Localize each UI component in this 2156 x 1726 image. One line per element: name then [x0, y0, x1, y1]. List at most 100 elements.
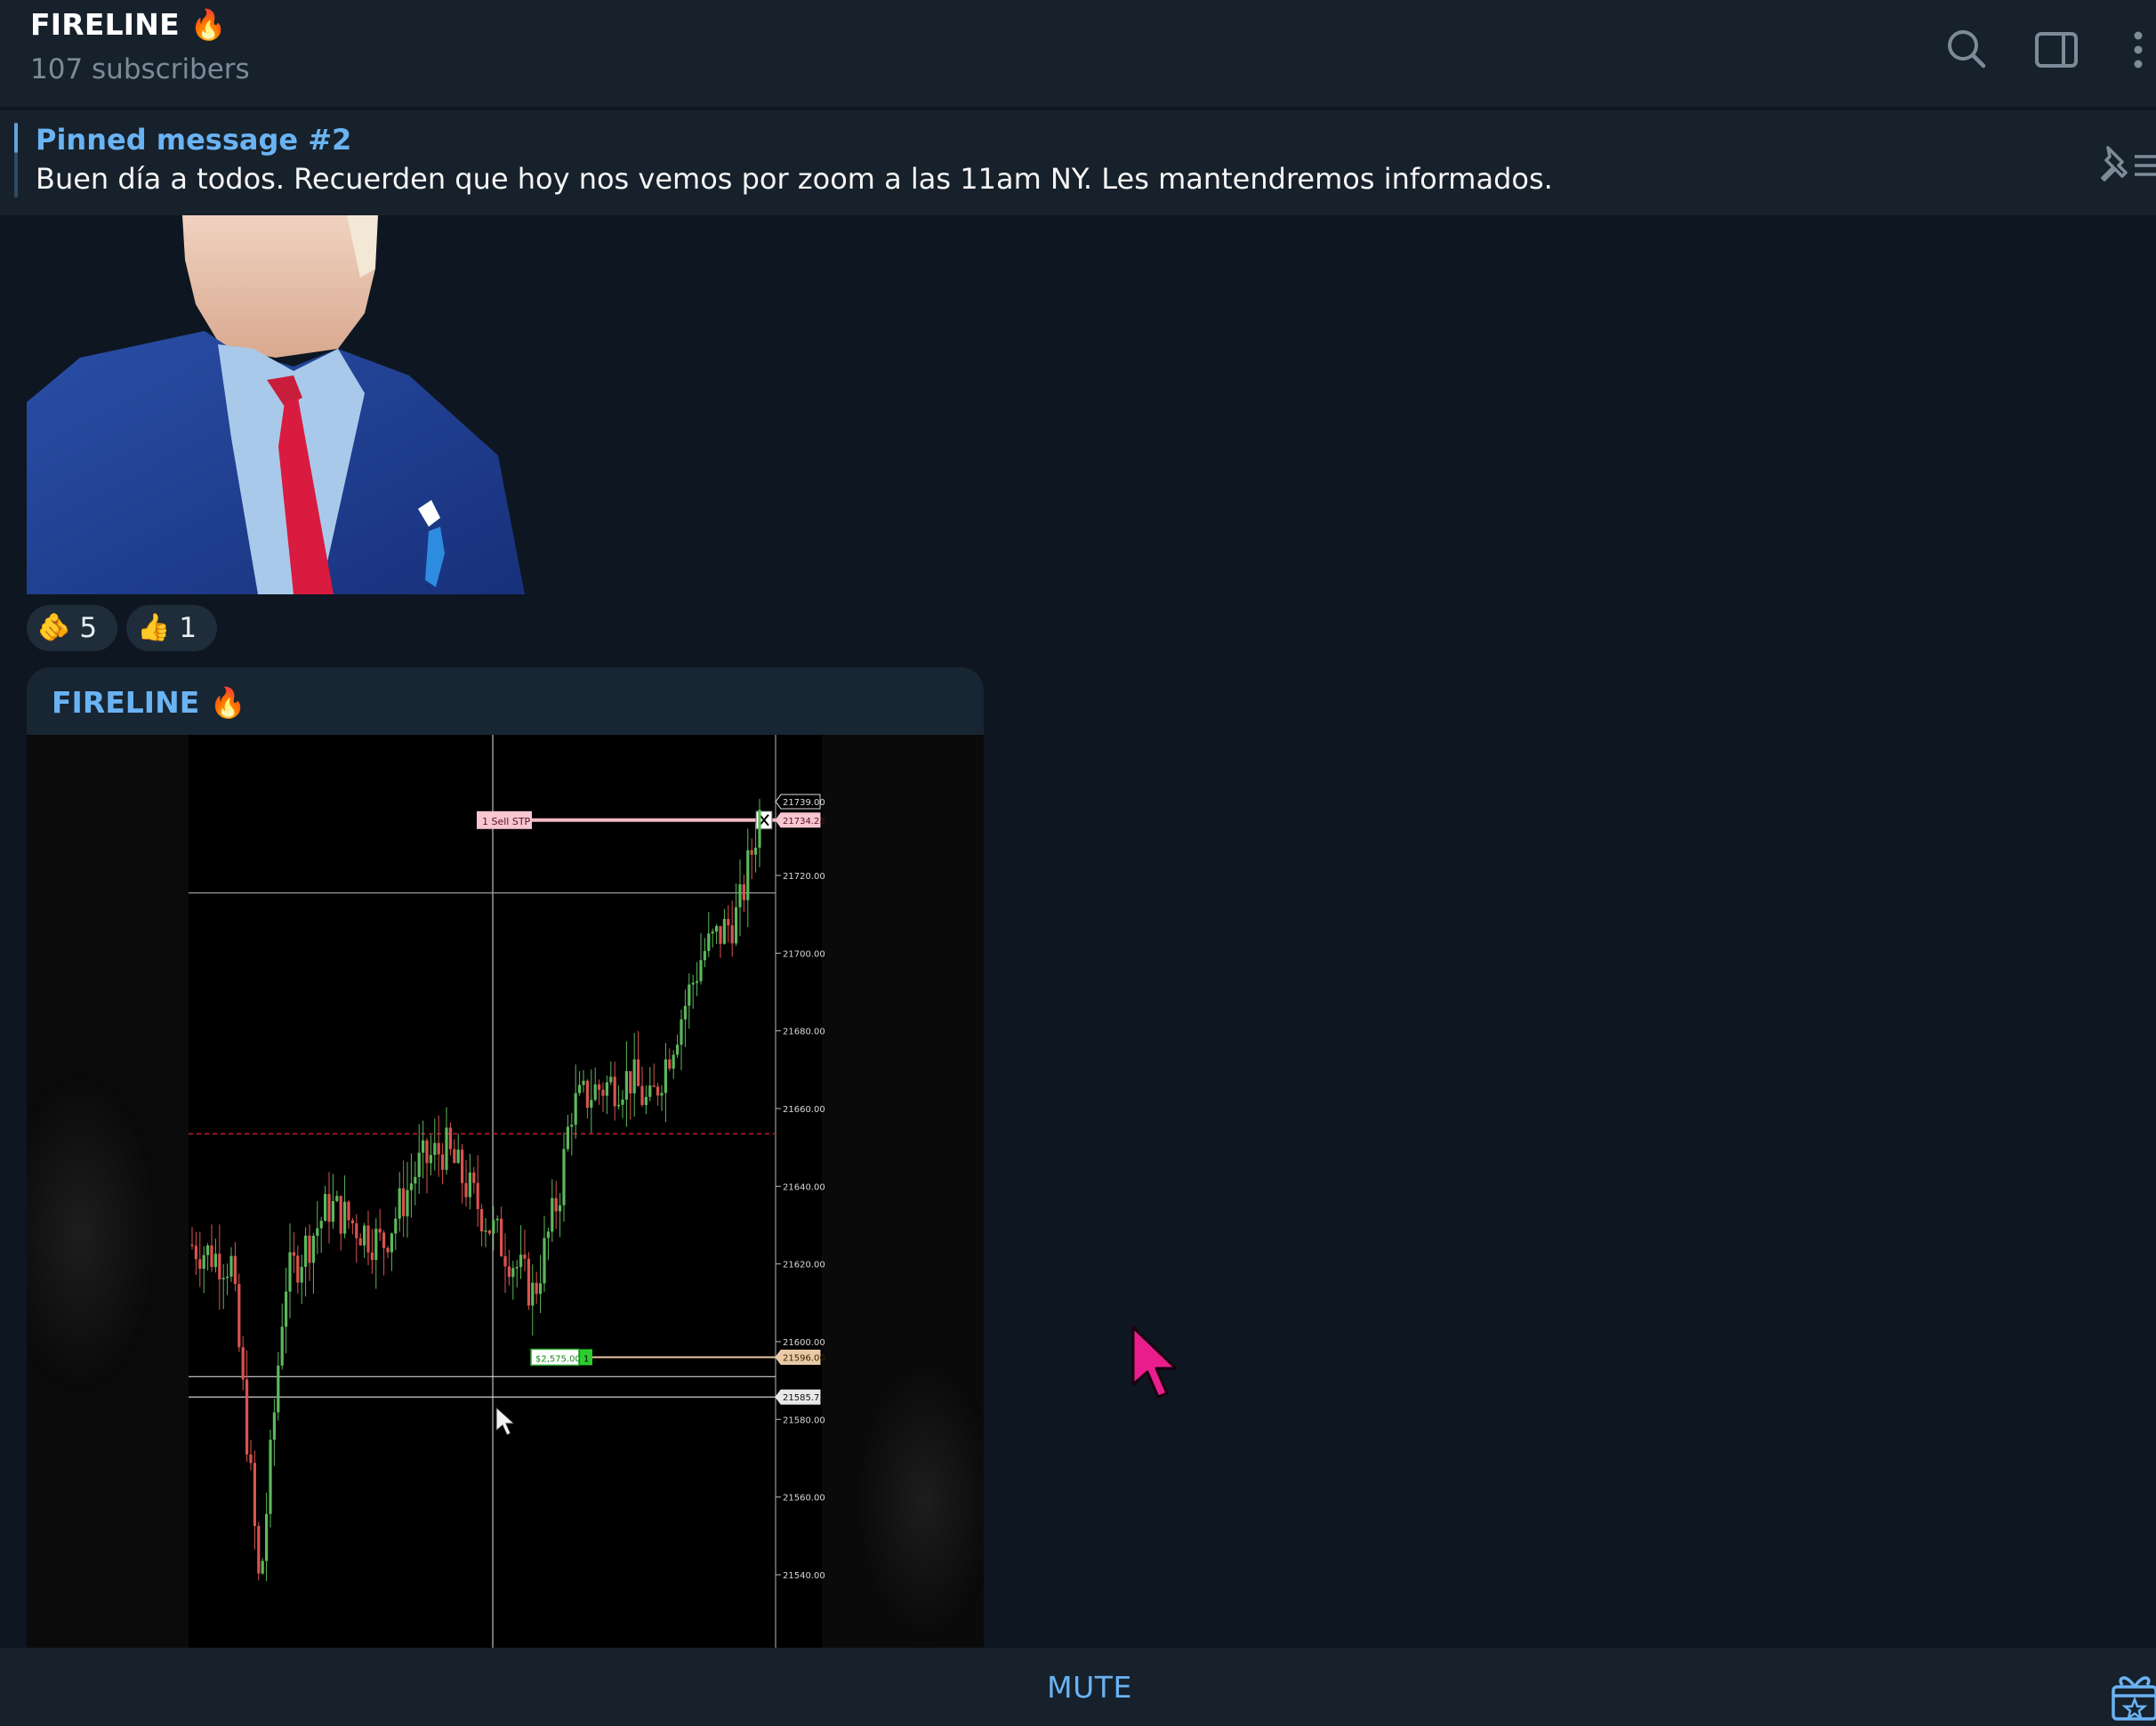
price-label-0: 21739.00 — [783, 798, 825, 808]
candle-body — [374, 1229, 378, 1261]
candle-body — [417, 1152, 421, 1177]
candle-body — [582, 1080, 585, 1085]
chat-header[interactable]: FIRELINE 🔥 107 subscribers — [0, 0, 2156, 109]
candle-body — [237, 1284, 241, 1348]
candle-body — [562, 1149, 566, 1206]
candle-body — [527, 1258, 530, 1306]
candle-body — [390, 1233, 393, 1253]
candle-body — [249, 1454, 253, 1464]
candle-body — [394, 1218, 398, 1234]
candle-body — [605, 1082, 608, 1096]
candle-body — [750, 850, 753, 855]
message-list[interactable]: 🫵 5 👍 1 FIRELINE 🔥 — [0, 215, 2156, 1648]
candle-body — [265, 1513, 269, 1561]
candle-body — [660, 1093, 664, 1096]
candle-body — [331, 1200, 334, 1222]
price-label-13: 21540.00 — [783, 1571, 825, 1581]
price-label-5: 21660.00 — [783, 1105, 825, 1115]
reaction-thumbs-up[interactable]: 👍 1 — [126, 605, 217, 651]
candle-body — [445, 1127, 448, 1170]
candle-body — [688, 984, 691, 1006]
mute-button[interactable]: MUTE — [1047, 1669, 1132, 1705]
candle-body — [433, 1142, 437, 1156]
candle-body — [500, 1218, 503, 1256]
channel-title[interactable]: FIRELINE 🔥 — [30, 7, 227, 42]
more-vertical-icon[interactable] — [2106, 21, 2156, 78]
candle-body — [730, 925, 734, 944]
candle-body — [543, 1238, 546, 1284]
candle-body — [711, 932, 714, 934]
candle-body — [495, 1218, 499, 1221]
video-thumbnail[interactable] — [27, 215, 525, 594]
price-label-1: 21734.25 — [783, 817, 825, 827]
candle-body — [609, 1077, 613, 1083]
candle-body — [288, 1252, 292, 1292]
candle-body — [574, 1093, 577, 1125]
reaction-count: 1 — [179, 612, 197, 644]
candle-body — [269, 1440, 272, 1514]
candle-body — [738, 883, 742, 907]
candle-body — [551, 1198, 554, 1232]
candle-body — [437, 1142, 440, 1155]
message-bubble[interactable]: FIRELINE 🔥 1 Sell STP $2,575. — [27, 667, 984, 1648]
candle-body — [210, 1245, 213, 1268]
candle-body — [245, 1379, 249, 1455]
candle-body — [472, 1172, 476, 1183]
candle-body — [366, 1225, 370, 1253]
candle-body — [402, 1188, 406, 1217]
candle-body — [637, 1059, 640, 1086]
candle-body — [422, 1140, 425, 1153]
candle-body — [535, 1282, 538, 1294]
price-label-9: 21596.00 — [783, 1353, 825, 1363]
pinned-indicator — [14, 123, 18, 198]
candle-body — [507, 1266, 511, 1278]
candle-body — [613, 1077, 616, 1107]
candle-body — [386, 1247, 390, 1253]
candle-body — [758, 810, 761, 848]
pinned-text: Buen día a todos. Recuerden que hoy nos … — [36, 162, 1553, 196]
sidebar-toggle-icon[interactable] — [2028, 21, 2085, 78]
subscriber-count: 107 subscribers — [30, 53, 250, 85]
candle-body — [590, 1100, 593, 1109]
candle-body — [468, 1172, 471, 1198]
price-tag — [775, 1389, 821, 1405]
candle-body — [241, 1347, 245, 1380]
pinned-list-icon[interactable] — [2092, 137, 2156, 190]
candle-body — [629, 1070, 632, 1093]
message-author[interactable]: FIRELINE 🔥 — [52, 685, 246, 720]
gift-icon[interactable] — [2110, 1667, 2156, 1721]
pinned-message-bar[interactable]: Pinned message #2 Buen día a todos. Recu… — [0, 110, 2156, 215]
candle-body — [559, 1205, 562, 1212]
price-label-6: 21640.00 — [783, 1182, 825, 1192]
candle-body — [680, 1019, 683, 1045]
trading-chart: 1 Sell STP $2,575.00 1 21739.00 21734.25 2172… — [27, 735, 984, 1648]
candle-body — [253, 1463, 256, 1527]
price-label-12: 21560.00 — [783, 1494, 825, 1504]
candle-body — [742, 883, 745, 900]
point-emoji: 🫵 — [37, 612, 71, 643]
candle-body — [664, 1059, 667, 1093]
candle-body — [358, 1238, 362, 1246]
candle-body — [624, 1070, 628, 1100]
cancel-x-icon — [759, 814, 769, 827]
candle-body — [461, 1149, 464, 1183]
position-qty-tag — [580, 1349, 592, 1366]
candle-body — [198, 1259, 202, 1270]
candle-body — [398, 1188, 401, 1219]
candle-body — [233, 1255, 237, 1285]
candle-body — [484, 1230, 487, 1232]
candle-body — [539, 1283, 543, 1294]
chart-video[interactable]: 1 Sell STP $2,575.00 1 21739.00 21734.25 2172… — [27, 735, 984, 1648]
video-cursor-icon — [495, 1406, 516, 1436]
candle-body — [652, 1085, 656, 1087]
candle-body — [672, 1054, 675, 1069]
reaction-point[interactable]: 🫵 5 — [27, 605, 117, 651]
candle-body — [319, 1221, 323, 1229]
candle-body — [327, 1194, 331, 1222]
candle-body — [304, 1235, 308, 1267]
search-icon[interactable] — [1939, 21, 1996, 78]
candle-body — [316, 1228, 319, 1236]
candle-body — [644, 1096, 648, 1105]
candle-body — [593, 1084, 597, 1101]
